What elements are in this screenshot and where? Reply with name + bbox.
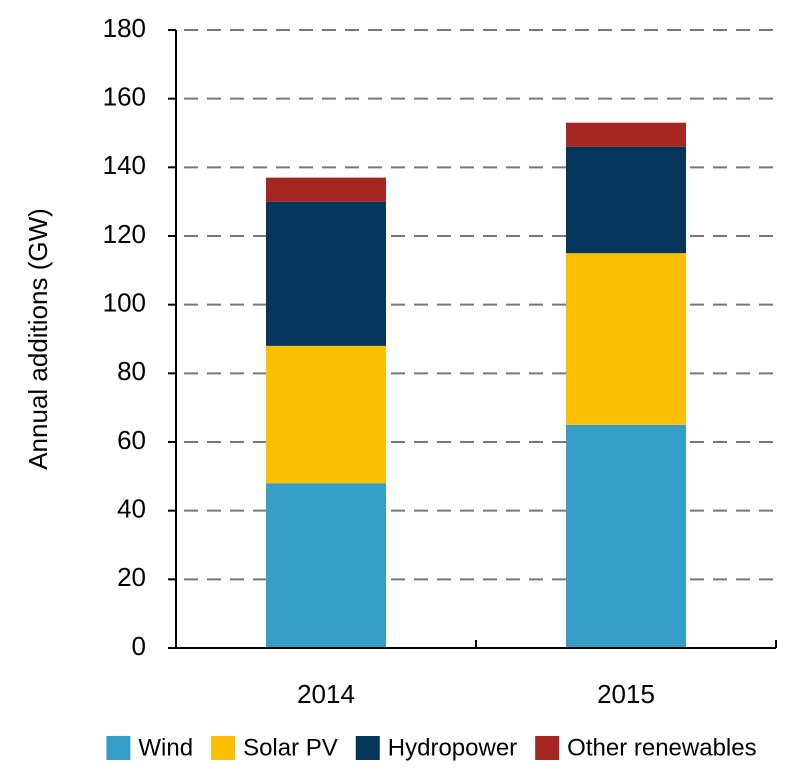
y-tick-label: 0 (132, 631, 146, 661)
bar-segment (566, 253, 686, 425)
x-tick-label: 2014 (297, 679, 355, 709)
legend-swatch (535, 736, 560, 760)
bar-segment (566, 424, 686, 648)
bar-segment (566, 122, 686, 147)
legend-label: Wind (138, 734, 193, 761)
y-tick-label: 80 (117, 356, 146, 386)
x-tick-label: 2015 (597, 679, 655, 709)
y-axis-label: Annual additions (GW) (23, 208, 53, 470)
y-tick-label: 180 (103, 13, 146, 43)
bar-segment (566, 146, 686, 254)
y-tick-label: 100 (103, 288, 146, 318)
bar-segment (266, 201, 386, 346)
y-tick-label: 40 (117, 494, 146, 524)
legend-label: Solar PV (243, 734, 338, 761)
y-tick-label: 20 (117, 562, 146, 592)
legend-swatch (211, 736, 236, 760)
legend-swatch (106, 736, 131, 760)
legend-label: Hydropower (388, 734, 517, 761)
bar-segment (266, 483, 386, 648)
bar-segment (266, 345, 386, 484)
legend-swatch (355, 736, 380, 760)
legend-label: Other renewables (567, 734, 756, 761)
y-tick-label: 60 (117, 425, 146, 455)
y-tick-label: 140 (103, 150, 146, 180)
y-tick-label: 120 (103, 219, 146, 249)
bar-segment (266, 177, 386, 202)
y-tick-label: 160 (103, 82, 146, 112)
